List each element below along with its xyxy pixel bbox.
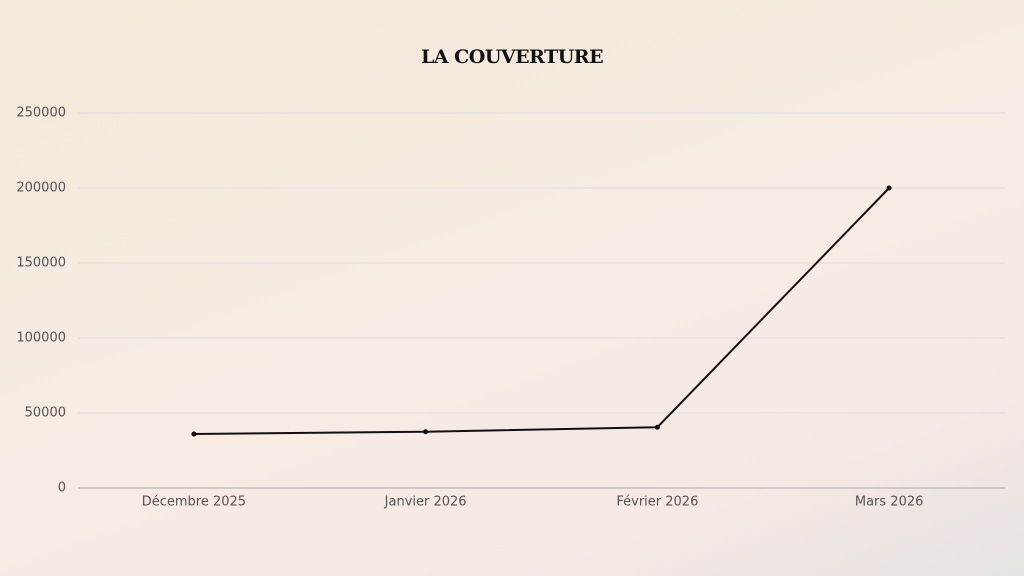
- x-tick-label: Mars 2026: [855, 495, 924, 510]
- x-tick-label: Décembre 2025: [142, 495, 246, 510]
- y-tick-label: 0: [58, 481, 66, 496]
- point: [654, 424, 660, 430]
- x-tick-label: Février 2026: [616, 495, 698, 510]
- y-tick-label: 50000: [25, 406, 66, 421]
- point: [886, 185, 892, 191]
- point: [423, 429, 429, 435]
- y-tick-label: 150000: [16, 256, 66, 271]
- y-tick-label: 250000: [16, 106, 66, 121]
- x-tick-label: Janvier 2026: [384, 495, 467, 510]
- y-tick-label: 100000: [16, 331, 66, 346]
- point: [191, 431, 197, 437]
- y-tick-label: 200000: [16, 181, 66, 196]
- line: [193, 187, 890, 435]
- chart-title: LA COUVERTURE: [421, 46, 603, 68]
